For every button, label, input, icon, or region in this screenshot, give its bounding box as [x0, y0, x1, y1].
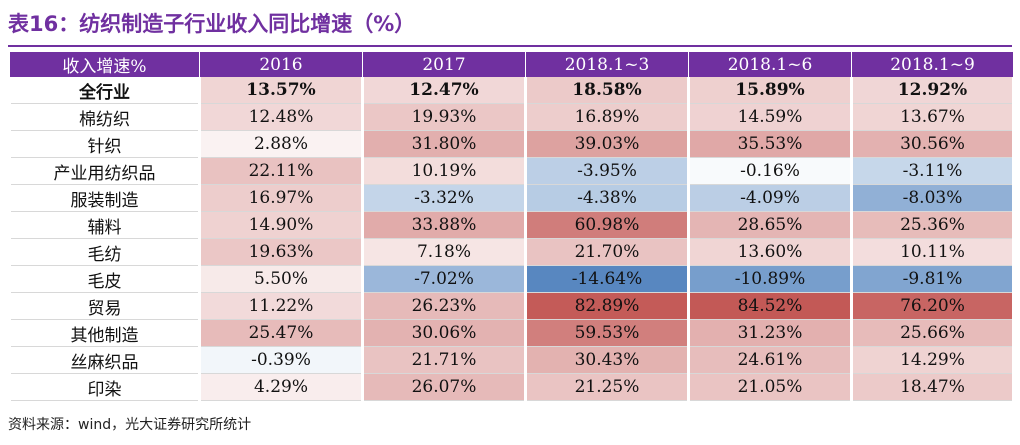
cell-2018-q1: 60.98%	[524, 211, 690, 239]
row-label: 其他制造	[8, 319, 201, 347]
cell-2018-q1-q3: -9.81%	[850, 265, 1015, 293]
cell-2018-q1-q3: 76.20%	[850, 292, 1015, 320]
cell-2018-h1: 31.23%	[687, 319, 853, 347]
row-label: 全行业	[8, 77, 201, 104]
cell-2018-h1: -10.89%	[687, 265, 853, 293]
cell-2018-q1-q3: 18.47%	[850, 373, 1015, 401]
cell-2018-q1: 30.43%	[524, 346, 690, 374]
cell-2018-q1: -14.64%	[524, 265, 690, 293]
cell-2016: 25.47%	[198, 319, 364, 347]
cell-2018-h1: 13.60%	[687, 238, 853, 266]
cell-2018-q1: 21.70%	[524, 238, 690, 266]
cell-2016: 13.57%	[198, 77, 364, 104]
table-row: 毛纺 19.63% 7.18% 21.70% 13.60% 10.11%	[8, 238, 1015, 266]
cell-2018-q1-q3: 30.56%	[850, 130, 1015, 158]
header-2017: 2017	[362, 52, 526, 77]
row-label: 贸易	[8, 292, 201, 320]
table-row: 印染 4.29% 26.07% 21.25% 21.05% 18.47%	[8, 373, 1015, 401]
row-label: 产业用纺织品	[8, 157, 201, 185]
cell-2018-q1: 39.03%	[524, 130, 690, 158]
row-label: 毛皮	[8, 265, 201, 293]
header-metric: 收入增速%	[9, 52, 200, 77]
cell-2018-q1: 18.58%	[524, 77, 690, 104]
header-row: 收入增速% 2016 2017 2018.1~3 2018.1~6 2018.1…	[9, 52, 1014, 77]
cell-2018-q1: -4.38%	[524, 184, 690, 212]
row-label: 印染	[8, 373, 201, 401]
row-label: 毛纺	[8, 238, 201, 266]
table-row: 针织 2.88% 31.80% 39.03% 35.53% 30.56%	[8, 130, 1015, 158]
cell-2016: 22.11%	[198, 157, 364, 185]
cell-2018-q1-q3: 10.11%	[850, 238, 1015, 266]
cell-2018-q1-q3: -3.11%	[850, 157, 1015, 185]
cell-2018-h1: 24.61%	[687, 346, 853, 374]
table-title: 表16：纺织制造子行业收入同比增速（%）	[8, 12, 416, 36]
cell-2017: 26.23%	[361, 292, 527, 320]
cell-2018-q1-q3: 14.29%	[850, 346, 1015, 374]
cell-2017: 7.18%	[361, 238, 527, 266]
cell-2016: -0.39%	[198, 346, 364, 374]
table-row: 辅料 14.90% 33.88% 60.98% 28.65% 25.36%	[8, 211, 1015, 239]
cell-2017: 26.07%	[361, 373, 527, 401]
table-row: 其他制造 25.47% 30.06% 59.53% 31.23% 25.66%	[8, 319, 1015, 347]
cell-2018-h1: 28.65%	[687, 211, 853, 239]
cell-2018-q1: 82.89%	[524, 292, 690, 320]
cell-2017: -7.02%	[361, 265, 527, 293]
cell-2017: 30.06%	[361, 319, 527, 347]
cell-2018-q1-q3: 25.36%	[850, 211, 1015, 239]
table-row: 全行业 13.57% 12.47% 18.58% 15.89% 12.92%	[8, 77, 1015, 104]
cell-2017: 31.80%	[361, 130, 527, 158]
cell-2016: 14.90%	[198, 211, 364, 239]
cell-2018-h1: -4.09%	[687, 184, 853, 212]
cell-2016: 19.63%	[198, 238, 364, 266]
cell-2018-q1: 16.89%	[524, 103, 690, 131]
cell-2017: 10.19%	[361, 157, 527, 185]
cell-2017: 33.88%	[361, 211, 527, 239]
source-note: 资料来源：wind，光大证券研究所统计	[8, 417, 252, 433]
cell-2017: -3.32%	[361, 184, 527, 212]
cell-2016: 11.22%	[198, 292, 364, 320]
cell-2018-q1: 21.25%	[524, 373, 690, 401]
cell-2018-q1-q3: 25.66%	[850, 319, 1015, 347]
table-row: 产业用纺织品 22.11% 10.19% -3.95% -0.16% -3.11%	[8, 157, 1015, 185]
row-label: 服装制造	[8, 184, 201, 212]
cell-2017: 19.93%	[361, 103, 527, 131]
cell-2018-h1: 14.59%	[687, 103, 853, 131]
table-row: 贸易 11.22% 26.23% 82.89% 84.52% 76.20%	[8, 292, 1015, 320]
row-label: 丝麻织品	[8, 346, 201, 374]
row-label: 辅料	[8, 211, 201, 239]
cell-2017: 12.47%	[361, 77, 527, 104]
header-2016: 2016	[199, 52, 363, 77]
title-divider	[8, 45, 1012, 47]
row-label: 棉纺织	[8, 103, 201, 131]
cell-2016: 4.29%	[198, 373, 364, 401]
cell-2018-h1: 15.89%	[687, 77, 853, 104]
cell-2016: 12.48%	[198, 103, 364, 131]
cell-2018-h1: 35.53%	[687, 130, 853, 158]
header-2018-q1: 2018.1~3	[525, 52, 689, 77]
cell-2018-q1-q3: 12.92%	[850, 77, 1015, 104]
growth-table: 收入增速% 2016 2017 2018.1~3 2018.1~6 2018.1…	[8, 52, 1015, 401]
cell-2016: 2.88%	[198, 130, 364, 158]
cell-2018-q1-q3: -8.03%	[850, 184, 1015, 212]
table-row: 丝麻织品 -0.39% 21.71% 30.43% 24.61% 14.29%	[8, 346, 1015, 374]
header-2018-q1-q3: 2018.1~9	[851, 52, 1014, 77]
cell-2018-h1: -0.16%	[687, 157, 853, 185]
cell-2018-h1: 21.05%	[687, 373, 853, 401]
table-row: 棉纺织 12.48% 19.93% 16.89% 14.59% 13.67%	[8, 103, 1015, 131]
cell-2018-q1: 59.53%	[524, 319, 690, 347]
row-label: 针织	[8, 130, 201, 158]
cell-2017: 21.71%	[361, 346, 527, 374]
cell-2016: 16.97%	[198, 184, 364, 212]
table-row: 毛皮 5.50% -7.02% -14.64% -10.89% -9.81%	[8, 265, 1015, 293]
cell-2018-q1-q3: 13.67%	[850, 103, 1015, 131]
cell-2018-q1: -3.95%	[524, 157, 690, 185]
cell-2016: 5.50%	[198, 265, 364, 293]
cell-2018-h1: 84.52%	[687, 292, 853, 320]
header-2018-h1: 2018.1~6	[688, 52, 852, 77]
table-row: 服装制造 16.97% -3.32% -4.38% -4.09% -8.03%	[8, 184, 1015, 212]
